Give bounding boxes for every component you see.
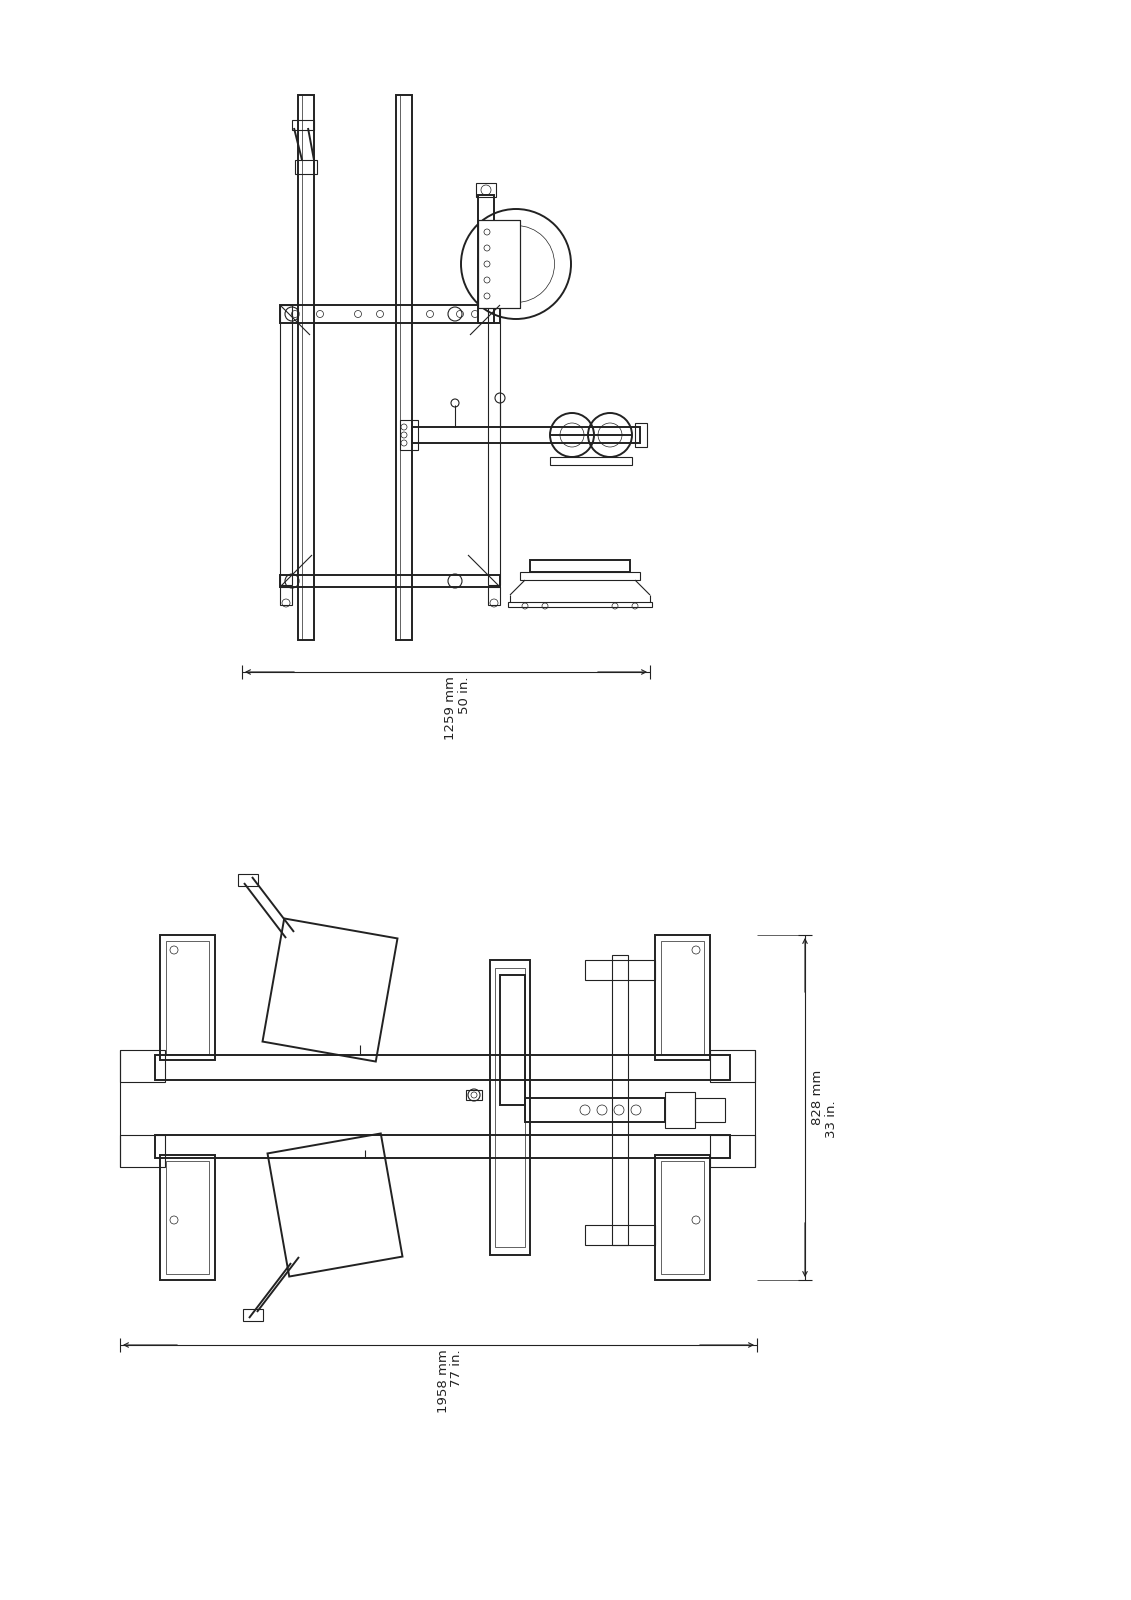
Bar xyxy=(280,574,500,587)
Bar xyxy=(520,573,640,579)
Bar xyxy=(166,1162,209,1274)
Bar xyxy=(280,587,292,605)
Bar xyxy=(238,874,258,886)
Bar xyxy=(120,1050,165,1082)
Bar xyxy=(550,458,632,466)
Text: 33 in.: 33 in. xyxy=(824,1101,838,1138)
Bar xyxy=(612,955,628,1245)
Bar xyxy=(696,1098,725,1122)
Bar xyxy=(280,306,500,323)
Bar xyxy=(495,968,525,1246)
Bar xyxy=(166,941,209,1054)
Bar xyxy=(500,974,525,1106)
Bar xyxy=(530,560,630,573)
Bar xyxy=(295,160,317,174)
Bar xyxy=(710,1050,756,1082)
Bar xyxy=(487,587,500,605)
Bar xyxy=(297,94,314,640)
Bar xyxy=(478,219,520,307)
Bar xyxy=(478,195,494,323)
Bar xyxy=(280,306,292,586)
Bar xyxy=(412,427,640,443)
Bar xyxy=(655,1155,710,1280)
Bar xyxy=(661,941,703,1054)
Bar xyxy=(661,1162,703,1274)
Bar xyxy=(396,94,412,640)
Bar xyxy=(508,602,651,606)
Bar xyxy=(243,1309,264,1322)
Bar xyxy=(120,1134,165,1166)
Text: 828 mm: 828 mm xyxy=(811,1070,824,1125)
Text: 50 in.: 50 in. xyxy=(458,675,470,714)
Bar xyxy=(585,960,655,979)
Text: 1958 mm: 1958 mm xyxy=(437,1349,450,1413)
Bar xyxy=(400,419,418,450)
Bar xyxy=(655,934,710,1059)
Bar xyxy=(710,1134,756,1166)
Bar xyxy=(292,120,314,130)
Bar xyxy=(159,1155,215,1280)
Bar xyxy=(634,422,647,446)
Bar xyxy=(155,1134,729,1158)
Bar xyxy=(525,1098,665,1122)
Bar xyxy=(155,1054,729,1080)
Bar xyxy=(487,306,500,586)
Bar xyxy=(476,182,497,197)
Text: 77 in.: 77 in. xyxy=(450,1349,463,1387)
Bar xyxy=(466,1090,482,1101)
Text: 1259 mm: 1259 mm xyxy=(444,675,458,739)
Bar xyxy=(159,934,215,1059)
Bar xyxy=(478,219,520,307)
Bar xyxy=(490,960,530,1254)
Bar xyxy=(665,1091,696,1128)
Bar xyxy=(585,1226,655,1245)
